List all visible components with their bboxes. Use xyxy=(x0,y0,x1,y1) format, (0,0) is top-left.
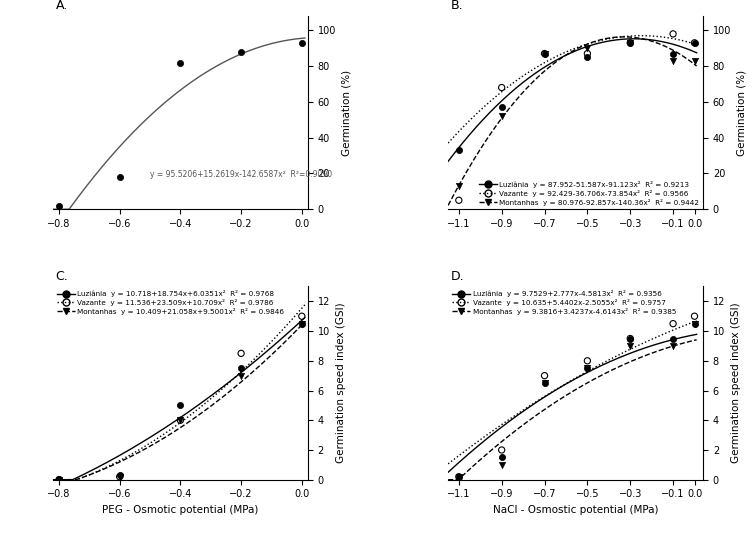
Point xyxy=(689,319,701,328)
Point xyxy=(624,334,637,343)
Point xyxy=(296,319,308,328)
Point xyxy=(453,472,465,481)
Text: C.: C. xyxy=(55,270,68,282)
Point xyxy=(113,471,125,480)
Point xyxy=(581,44,593,52)
Point xyxy=(496,103,508,111)
Y-axis label: Germination speed index (GSI): Germination speed index (GSI) xyxy=(731,303,741,463)
Point xyxy=(689,38,701,47)
Point xyxy=(624,38,637,47)
Point xyxy=(667,56,679,65)
Point xyxy=(235,349,247,358)
Point xyxy=(296,312,308,320)
Point xyxy=(667,342,679,350)
Y-axis label: Germination speed index (GSI): Germination speed index (GSI) xyxy=(336,303,345,463)
Legend: Luziânia  y = 9.7529+2.777x-4.5813x²  R² = 0.9356, Vazante  y = 10.635+5.4402x-2: Luziânia y = 9.7529+2.777x-4.5813x² R² =… xyxy=(452,290,676,314)
Point xyxy=(235,372,247,380)
Point xyxy=(53,475,65,484)
X-axis label: NaCl - Osmostic potential (MPa): NaCl - Osmostic potential (MPa) xyxy=(493,505,658,515)
Point xyxy=(113,472,125,481)
Point xyxy=(175,416,187,424)
Text: D.: D. xyxy=(451,270,464,282)
Point xyxy=(496,112,508,120)
Point xyxy=(53,475,65,483)
Point xyxy=(581,357,593,365)
Point xyxy=(496,461,508,469)
Point xyxy=(581,49,593,58)
Point xyxy=(624,38,637,47)
Point xyxy=(113,173,125,181)
Point xyxy=(581,53,593,61)
Point xyxy=(581,364,593,373)
Point xyxy=(667,334,679,343)
Point xyxy=(538,49,550,58)
Y-axis label: Germination (%): Germination (%) xyxy=(342,69,352,156)
Point xyxy=(296,319,308,328)
Point xyxy=(689,312,701,320)
Point xyxy=(538,379,550,387)
Point xyxy=(689,56,701,65)
Point xyxy=(53,201,65,210)
Point xyxy=(175,401,187,410)
Point xyxy=(689,319,701,328)
X-axis label: PEG - Osmotic potential (MPa): PEG - Osmotic potential (MPa) xyxy=(102,505,259,515)
Text: y = 95.5206+15.2619x-142.6587x²  R²=0.9090: y = 95.5206+15.2619x-142.6587x² R²=0.909… xyxy=(150,170,332,179)
Point xyxy=(581,364,593,373)
Legend: Luziânia  y = 87.952-51.587x-91.123x²  R² = 0.9213, Vazante  y = 92.429-36.706x-: Luziânia y = 87.952-51.587x-91.123x² R² … xyxy=(479,181,699,206)
Point xyxy=(538,49,550,58)
Point xyxy=(624,342,637,350)
Text: A.: A. xyxy=(55,0,68,12)
Point xyxy=(453,146,465,155)
Point xyxy=(235,47,247,56)
Point xyxy=(453,472,465,481)
Point xyxy=(235,364,247,373)
Point xyxy=(453,472,465,481)
Point xyxy=(538,372,550,380)
Point xyxy=(453,196,465,205)
Point xyxy=(667,319,679,328)
Point xyxy=(538,49,550,58)
Point xyxy=(667,49,679,58)
Point xyxy=(113,472,125,481)
Point xyxy=(496,446,508,454)
Point xyxy=(538,379,550,387)
Point xyxy=(624,334,637,343)
Point xyxy=(496,83,508,92)
Text: B.: B. xyxy=(451,0,463,12)
Point xyxy=(667,30,679,38)
Point xyxy=(453,182,465,190)
Point xyxy=(175,416,187,424)
Point xyxy=(296,38,308,47)
Legend: Luziânia  y = 10.718+18.754x+6.0351x²  R² = 0.9768, Vazante  y = 11.536+23.509x+: Luziânia y = 10.718+18.754x+6.0351x² R² … xyxy=(57,290,284,314)
Point xyxy=(689,38,701,47)
Point xyxy=(175,58,187,67)
Y-axis label: Germination (%): Germination (%) xyxy=(737,69,747,156)
Point xyxy=(496,453,508,462)
Point xyxy=(624,38,637,47)
Point xyxy=(53,475,65,484)
